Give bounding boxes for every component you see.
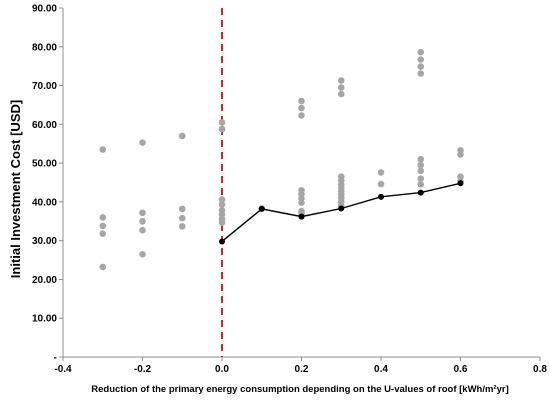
x-axis-title: Reduction of the primary energy consumpt… [91,384,509,395]
scatter-point [139,139,146,146]
scatter-point [337,84,345,91]
scatter-point [99,222,107,230]
line-point [258,205,265,212]
scatter-point [377,180,385,188]
scatter-point [99,214,107,221]
scatter-point [218,119,226,126]
scatter-point [298,97,305,105]
scatter-point [218,210,226,218]
scatter-point [417,70,425,77]
x-tick-label: 0.2 [295,364,309,375]
scatter-point [417,63,425,70]
x-tick-label: 0.8 [533,364,547,375]
scatter-point [178,205,186,213]
scatter-point [178,214,186,222]
scatter-point [417,167,425,175]
y-tick-label: 70.00 [32,81,57,92]
scatter-point [139,209,146,217]
scatter-point [178,132,186,140]
y-tick-label: 80.00 [32,42,57,53]
y-tick-label: 40.00 [32,197,57,208]
scatter-point [417,48,425,56]
y-tick-label: 90.00 [32,4,57,15]
scatter-point [218,201,226,208]
scatter-point [218,196,226,203]
scatter-point [99,263,107,271]
line-point [378,193,384,200]
line-point [417,189,424,196]
scatter-point [417,181,425,188]
tick-labels: - 10.00 20.00 30.00 40.00 50.00 60.00 70.00 80.0… [32,4,547,376]
scatter-point [298,199,305,206]
scatter-point [99,230,107,237]
line-point [457,180,464,187]
scatter-point [377,169,385,176]
axes [59,7,541,361]
scatter-point [337,77,345,84]
scatter-point [298,112,305,119]
scatter-point [178,223,186,230]
scatter-point [417,155,425,163]
y-tick-label: - [54,353,57,364]
y-tick-label: 50.00 [32,159,57,170]
y-tick-label: 60.00 [32,120,57,131]
x-tick-label: -0.4 [54,364,72,375]
scatter-point [218,219,226,226]
y-tick-label: 20.00 [32,275,57,286]
x-tick-label: 0.4 [374,364,388,375]
scatter-point [139,226,146,234]
scatter-point [457,151,464,158]
scatter-point [417,161,425,169]
scatter-point [218,125,226,133]
scatter-point [99,146,107,153]
scatter-point [298,104,305,112]
y-tick-label: 10.00 [32,314,57,325]
scatter-point [139,217,146,225]
y-axis-title: Initial Investment Cost [USD] [8,100,23,278]
scatter-point [337,90,345,98]
line-point [219,238,225,245]
line-point [338,205,345,212]
y-tick-label: 30.00 [32,236,57,247]
line-point [298,213,305,220]
scatter-point [417,56,425,63]
scatter-series [99,48,464,271]
scatter-point [417,175,425,182]
x-tick-label: 0.0 [215,364,229,375]
scatter-point [139,250,146,258]
x-tick-label: 0.6 [454,364,468,375]
x-tick-label: -0.2 [134,364,152,375]
scatter-point [457,173,464,180]
line-series [219,180,464,245]
